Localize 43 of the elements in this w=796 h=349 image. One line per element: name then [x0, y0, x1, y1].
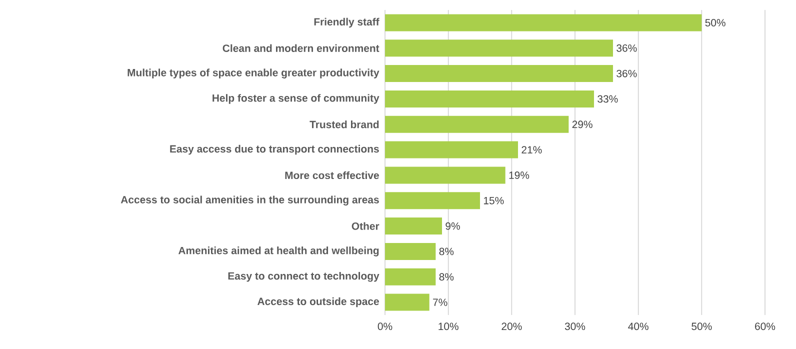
y-tick-label: Other — [352, 222, 380, 230]
y-tick-label: Access to outside space — [258, 297, 379, 308]
bar — [385, 40, 614, 57]
data-label: 9% — [446, 222, 460, 230]
x-tick-label: 30% — [564, 322, 586, 330]
data-label: 8% — [439, 248, 454, 256]
x-tick-label: 10% — [438, 322, 458, 330]
y-tick-label: Multiple types of space enable greater productivity — [128, 68, 380, 78]
x-tick-label: 0% — [378, 322, 392, 330]
y-tick-label: Help foster a sense of community — [212, 94, 380, 104]
y-tick-label: Trusted brand — [310, 120, 379, 128]
data-label: 36% — [616, 70, 637, 78]
bar — [385, 90, 594, 108]
bar — [385, 141, 518, 158]
data-label: 29% — [572, 120, 592, 128]
y-tick-label: More cost effective — [285, 171, 379, 180]
y-tick-label: Easy access due to transport connections — [170, 144, 379, 155]
data-label: 7% — [433, 298, 448, 306]
data-label: 19% — [509, 172, 530, 179]
x-tick-label: 40% — [628, 322, 648, 330]
data-label: 8% — [439, 273, 454, 281]
y-tick-label: Clean and modern environment — [222, 44, 380, 52]
bar — [385, 14, 702, 32]
bar — [385, 242, 436, 260]
x-tick-label: 60% — [755, 322, 776, 330]
bar — [385, 166, 506, 184]
bar — [385, 116, 569, 133]
bar — [385, 192, 480, 210]
data-label: 33% — [598, 95, 618, 103]
y-tick-label: Access to social amenities in the surrounding areas — [120, 196, 379, 206]
y-tick-label: Easy to connect to technology — [228, 272, 380, 282]
x-tick-label: 20% — [502, 322, 522, 330]
bar — [385, 65, 614, 82]
bar — [385, 294, 430, 311]
data-label: 36% — [616, 44, 637, 52]
bar — [385, 268, 436, 286]
bar — [385, 218, 442, 235]
data-label: 21% — [522, 146, 542, 154]
y-tick-label: Friendly staff — [314, 18, 380, 28]
data-label: 50% — [705, 19, 726, 26]
data-label: 15% — [484, 196, 504, 204]
y-tick-label: Amenities aimed at health and wellbeing — [178, 246, 379, 256]
x-tick-label: 50% — [692, 322, 712, 330]
